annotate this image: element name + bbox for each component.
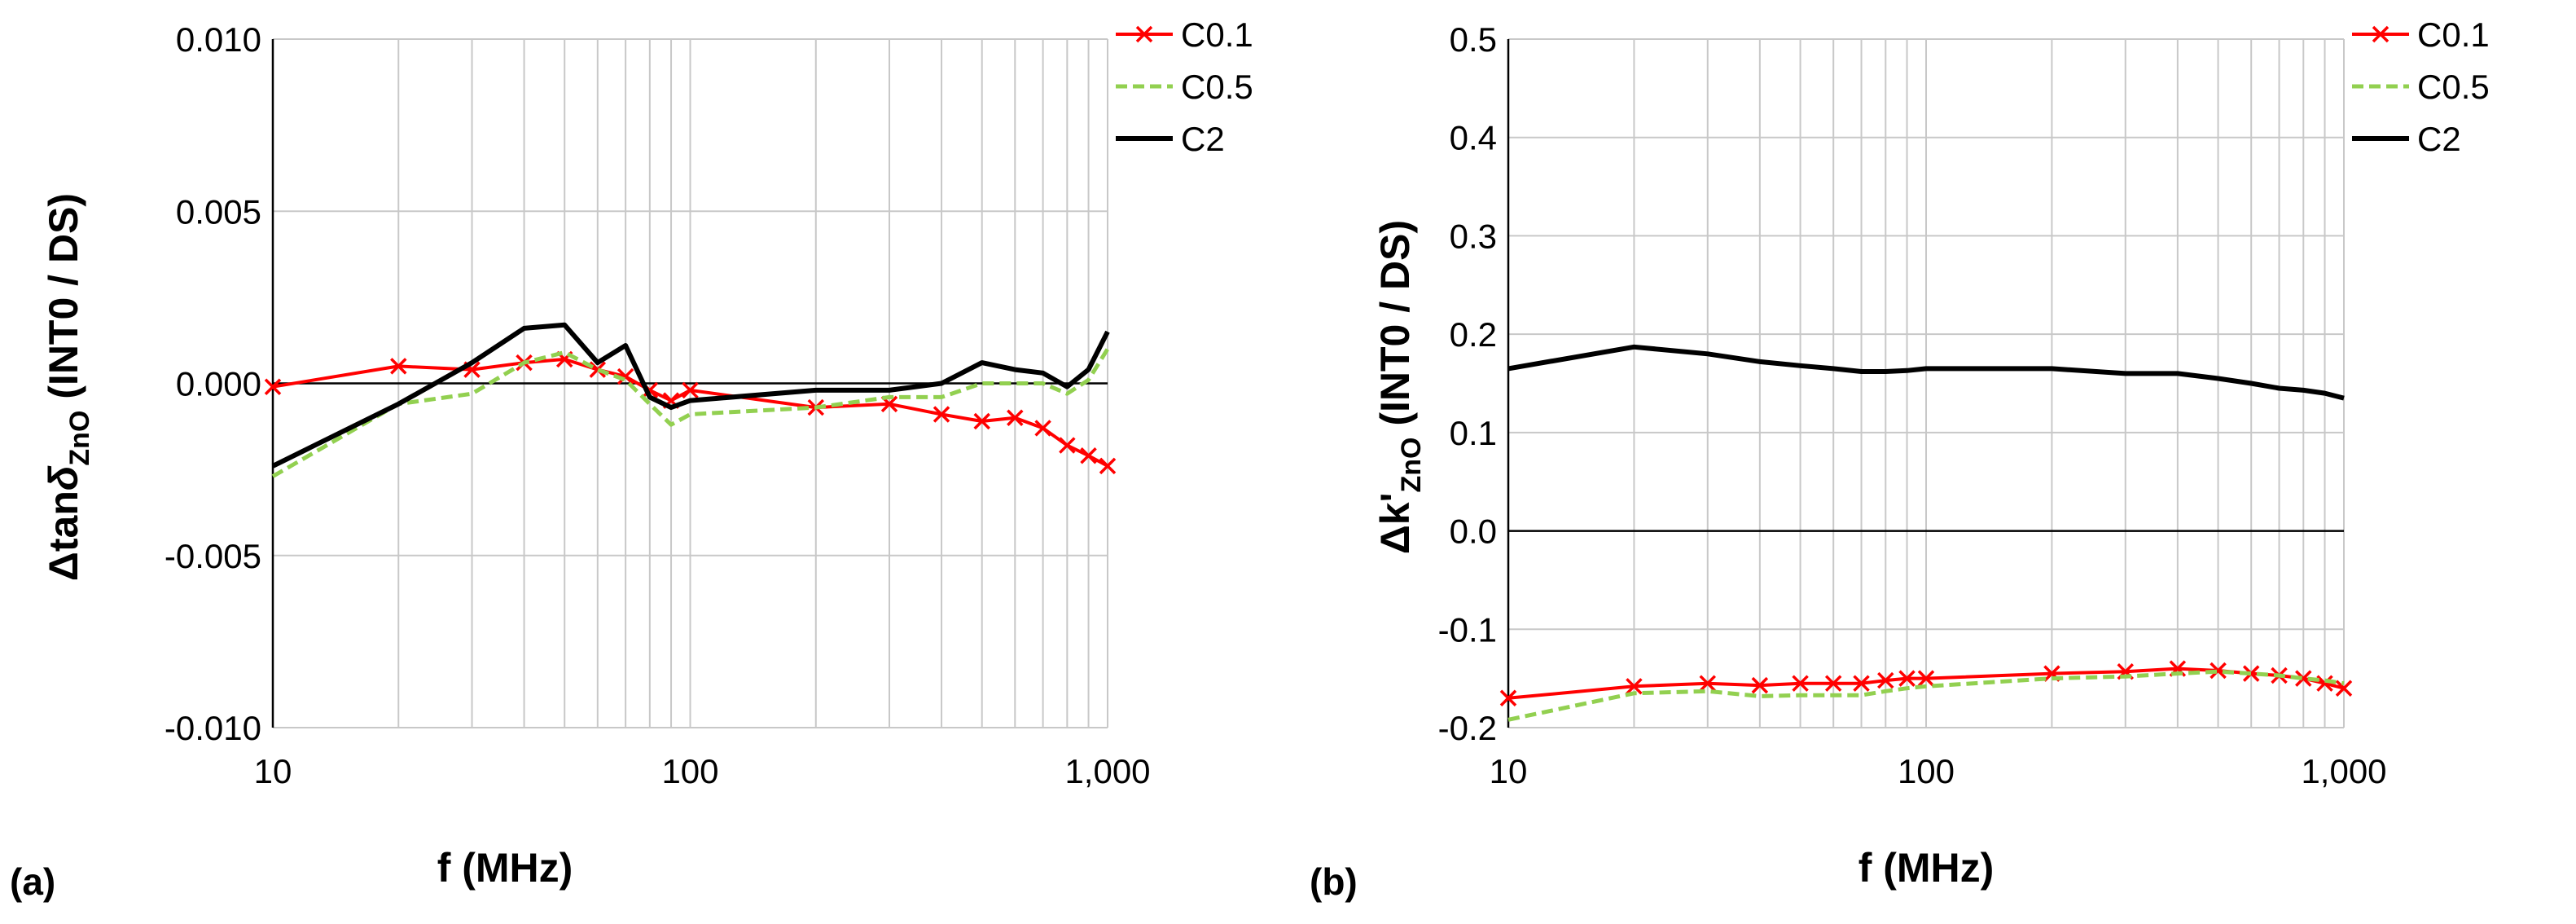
data-point-marker [2316, 675, 2333, 692]
series-a [264, 322, 1117, 478]
legend-label: C2 [2417, 120, 2461, 158]
x-tick-label: 1,000 [2301, 752, 2386, 790]
data-point-marker [1792, 675, 1809, 692]
y-tick-label: 0.0 [1450, 513, 1497, 551]
y-tick-label: -0.005 [165, 537, 261, 575]
series-line-c2-a [271, 322, 1110, 469]
y-tick-label: 0.2 [1450, 315, 1497, 354]
y-axis-label-b-main: Δk' [1372, 493, 1418, 555]
data-point-marker [1824, 675, 1842, 692]
data-point-marker [589, 361, 607, 378]
y-axis-label-a-delta: δ [41, 465, 86, 491]
y-axis-label-a-sub: ZnO [64, 411, 95, 466]
series-b [1499, 344, 2353, 722]
y-tick-label: -0.010 [165, 709, 261, 747]
data-point-marker [2242, 665, 2260, 682]
y-axis-label-b-sub: ZnO [1396, 438, 1427, 493]
data-point-marker [973, 412, 990, 430]
data-point-marker [2335, 680, 2353, 697]
x-tick-label: 1,000 [1064, 752, 1150, 790]
y-tick-label: 0.005 [176, 192, 261, 231]
data-point-marker [1059, 437, 1076, 454]
legend-label: C2 [1181, 120, 1225, 158]
panel-label-a: (a) [10, 860, 55, 903]
panel-label-b: (b) [1310, 860, 1358, 903]
data-point-marker [1034, 420, 1051, 437]
legend-label: C0.5 [2417, 68, 2490, 106]
data-point-marker [1099, 457, 1117, 475]
y-tick-label: 0.1 [1450, 414, 1497, 452]
data-point-marker [933, 406, 950, 423]
data-point-marker [1499, 689, 1517, 707]
x-tick-label: 10 [1490, 752, 1528, 790]
data-point-marker [1080, 447, 1097, 464]
x-axis-label-b: f (MHz) [1858, 845, 1995, 891]
data-point-marker [2295, 670, 2312, 687]
data-point-marker [1917, 670, 1935, 687]
x-tick-label: 100 [661, 752, 718, 790]
y-tick-label: 0.5 [1450, 20, 1497, 59]
data-point-marker [264, 378, 282, 395]
legend-label: C0.1 [1181, 15, 1253, 54]
x-axis-label-a: f (MHz) [437, 845, 573, 891]
legend-b: C0.1 C0.5 C2 [2352, 15, 2490, 158]
legend-label: C0.5 [1181, 68, 1253, 106]
data-point-marker [1626, 678, 1643, 695]
data-point-marker [1898, 670, 1916, 687]
y-axis-label-a-main: Δtan [41, 491, 86, 581]
data-point-marker [617, 367, 634, 385]
y-axis-label-a-tail: (INT0 / DS) [41, 193, 86, 411]
gridlines-b [1508, 38, 2345, 728]
chart-panel-a: -0.010 -0.005 0.000 0.005 0.010 10 100 1,000 f … [10, 15, 1253, 903]
y-tick-label: 0.4 [1450, 119, 1497, 157]
series-line-c2-b [1507, 344, 2345, 401]
data-point-marker [1007, 409, 1024, 426]
legend-a: C0.1 C0.5 C2 [1116, 15, 1253, 158]
data-point-marker [390, 358, 407, 375]
y-tick-label: 0.010 [176, 20, 261, 59]
data-point-marker [1751, 676, 1769, 694]
legend-marker [1135, 25, 1153, 43]
y-tick-label: -0.1 [1438, 610, 1497, 649]
x-tick-label: 10 [254, 752, 292, 790]
data-point-marker [682, 381, 699, 399]
legend-marker [2372, 25, 2389, 43]
data-point-marker [1877, 671, 1894, 689]
data-point-marker [1699, 675, 1716, 692]
y-tick-label: -0.2 [1438, 709, 1497, 747]
tick-labels-b: -0.2 -0.1 0.0 0.1 0.2 0.3 0.4 0.5 10 100 1,000 [1438, 20, 2387, 790]
y-axis-label-b: Δk'ZnO (INT0 / DS) [1372, 220, 1427, 554]
tick-labels-a: -0.010 -0.005 0.000 0.005 0.010 10 100 1,000 [165, 20, 1151, 790]
legend-label: C0.1 [2417, 15, 2490, 54]
y-axis-label-b-tail: (INT0 / DS) [1372, 220, 1418, 438]
x-tick-label: 100 [1898, 752, 1955, 790]
y-tick-label: 0.3 [1450, 217, 1497, 255]
series-line-c0-5-a [271, 347, 1110, 478]
chart-panel-b: -0.2 -0.1 0.0 0.1 0.2 0.3 0.4 0.5 10 100 1,000 f (… [1310, 15, 2490, 903]
y-axis-label-a: ΔtanδZnO (INT0 / DS) [41, 193, 95, 581]
series-line-c0-5-b [1507, 669, 2345, 722]
data-point-marker [1853, 675, 1870, 692]
y-tick-label: 0.000 [176, 365, 261, 403]
data-point-marker [2210, 662, 2227, 680]
